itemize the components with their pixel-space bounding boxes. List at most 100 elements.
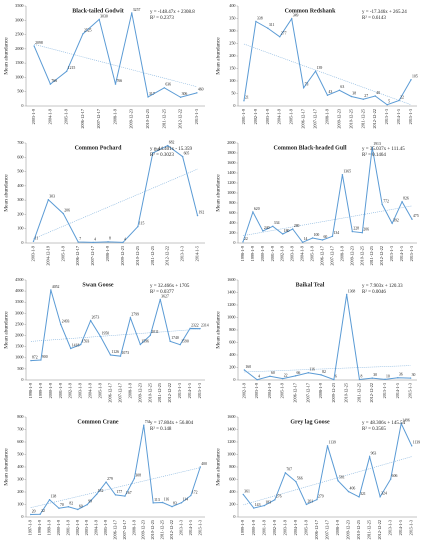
data-label: 1950: [102, 332, 110, 336]
y-tick-label: 100: [17, 226, 23, 231]
x-tick-label: 2001-1-9: [270, 246, 275, 261]
data-point: [384, 378, 386, 381]
data-point: [179, 343, 181, 346]
trend-line: [33, 168, 198, 240]
data-label: 349: [293, 14, 299, 18]
data-point: [410, 79, 412, 81]
x-tick-label: 2001-1-9: [58, 383, 63, 398]
data-point: [311, 237, 314, 239]
data-label: 311: [269, 23, 275, 27]
data-point: [149, 334, 152, 337]
x-tick-label: 2009-12-23: [120, 246, 125, 266]
y-tick-label: 2000: [15, 333, 23, 338]
data-point: [269, 375, 271, 377]
x-tick-label: 2002-1-9: [253, 109, 258, 124]
data-point: [358, 496, 360, 498]
data-label: 636: [165, 83, 171, 87]
y-tick-label: 200: [229, 501, 235, 506]
x-tick-label: 2015-1-3: [409, 246, 414, 261]
data-label: 82: [69, 502, 73, 506]
data-label: 1418: [72, 343, 80, 347]
data-label: 734: [145, 420, 151, 424]
x-tick-label: 2008-1-9: [112, 109, 117, 124]
trend-line: [30, 328, 201, 342]
data-point: [411, 445, 413, 447]
y-axis-label: Mean abundance: [3, 448, 9, 486]
x-tick-label: 2009-12-23: [129, 109, 134, 129]
data-label: 605: [184, 151, 190, 155]
data-point: [282, 377, 284, 380]
trend-line: [243, 456, 412, 506]
x-tick-label: 2004-12-19: [45, 246, 50, 266]
y-tick-label: 500: [17, 451, 23, 456]
y-tick-label: 3500: [15, 299, 23, 304]
data-point: [114, 494, 117, 496]
x-tick-label: 2014-1-5: [187, 383, 192, 398]
x-tick-label: 2011-12-25: [150, 246, 155, 265]
data-label: 279: [107, 477, 113, 481]
data-point: [243, 369, 246, 371]
x-tick-label: 2010-12-25: [348, 109, 353, 129]
data-line: [32, 144, 199, 243]
data-point: [326, 94, 329, 96]
data-point: [279, 36, 281, 38]
x-tick-label: 2009-12-23: [141, 520, 146, 540]
x-tick-label: 2014-1-5: [395, 383, 400, 398]
data-point: [371, 146, 373, 149]
data-label: 60: [271, 371, 275, 375]
y-tick-label: 350: [229, 15, 235, 20]
data-label: 139: [317, 66, 323, 70]
data-label: 201: [307, 499, 313, 503]
y-tick-label: 0: [21, 514, 23, 519]
data-label: 1215: [68, 66, 76, 70]
x-tick-label: 2005-1-9: [103, 520, 108, 535]
trend-line: [34, 43, 197, 87]
x-tick-label: 2006-12-17: [314, 520, 319, 540]
x-tick-label: 2015-1-3: [197, 520, 202, 535]
x-tick-label: 1999-1-9: [240, 520, 245, 535]
y-tick-label: 200: [17, 211, 23, 216]
x-tick-label: 2003-1-9: [84, 520, 89, 535]
x-tick-label: 2014-1-5: [398, 520, 403, 535]
data-label: 3257: [133, 8, 141, 12]
data-label: 334: [274, 221, 280, 225]
data-label: 70: [60, 503, 64, 507]
x-tick-label: 2008-1-9: [131, 520, 136, 535]
data-point: [95, 493, 98, 495]
data-label: 1126: [112, 350, 120, 354]
x-tick-label: 2011-12-25: [160, 520, 165, 539]
x-tick-label: 2015-1-3: [408, 109, 413, 124]
y-tick-label: 2500: [15, 32, 23, 37]
data-label: 475: [413, 214, 419, 218]
data-label: 308: [135, 473, 141, 477]
data-point: [109, 354, 112, 356]
y-tick-label: 1400: [227, 289, 235, 294]
data-label: 392: [393, 218, 399, 222]
data-label: 6: [335, 375, 337, 379]
data-point: [401, 201, 403, 203]
data-label: 206: [64, 208, 70, 212]
data-label: 113: [154, 498, 160, 502]
r-squared: R² = 0.3565: [362, 426, 386, 432]
data-point: [252, 211, 254, 213]
data-label: 115: [139, 221, 145, 225]
data-point: [189, 327, 191, 330]
y-tick-label: 2000: [15, 46, 23, 51]
data-point: [267, 27, 269, 29]
data-point: [321, 239, 324, 241]
data-label: 160: [245, 365, 251, 369]
y-tick-label: 400: [229, 489, 235, 494]
x-tick-label: 2004-1-9: [47, 109, 52, 124]
x-tick-label: 2003-1-9: [31, 109, 36, 124]
y-tick-label: 1500: [15, 60, 23, 65]
data-label: 620: [254, 207, 260, 211]
data-label: 105: [412, 75, 418, 79]
data-point: [314, 70, 317, 72]
x-tick-label: 2013-1-3: [178, 520, 183, 535]
y-tick-label: 400: [17, 183, 23, 188]
data-point: [295, 480, 297, 483]
x-tick-label: 2005-1-9: [303, 520, 308, 535]
data-label: 2314: [201, 323, 209, 327]
data-label: 4: [258, 375, 260, 379]
data-label: 566: [297, 477, 303, 481]
